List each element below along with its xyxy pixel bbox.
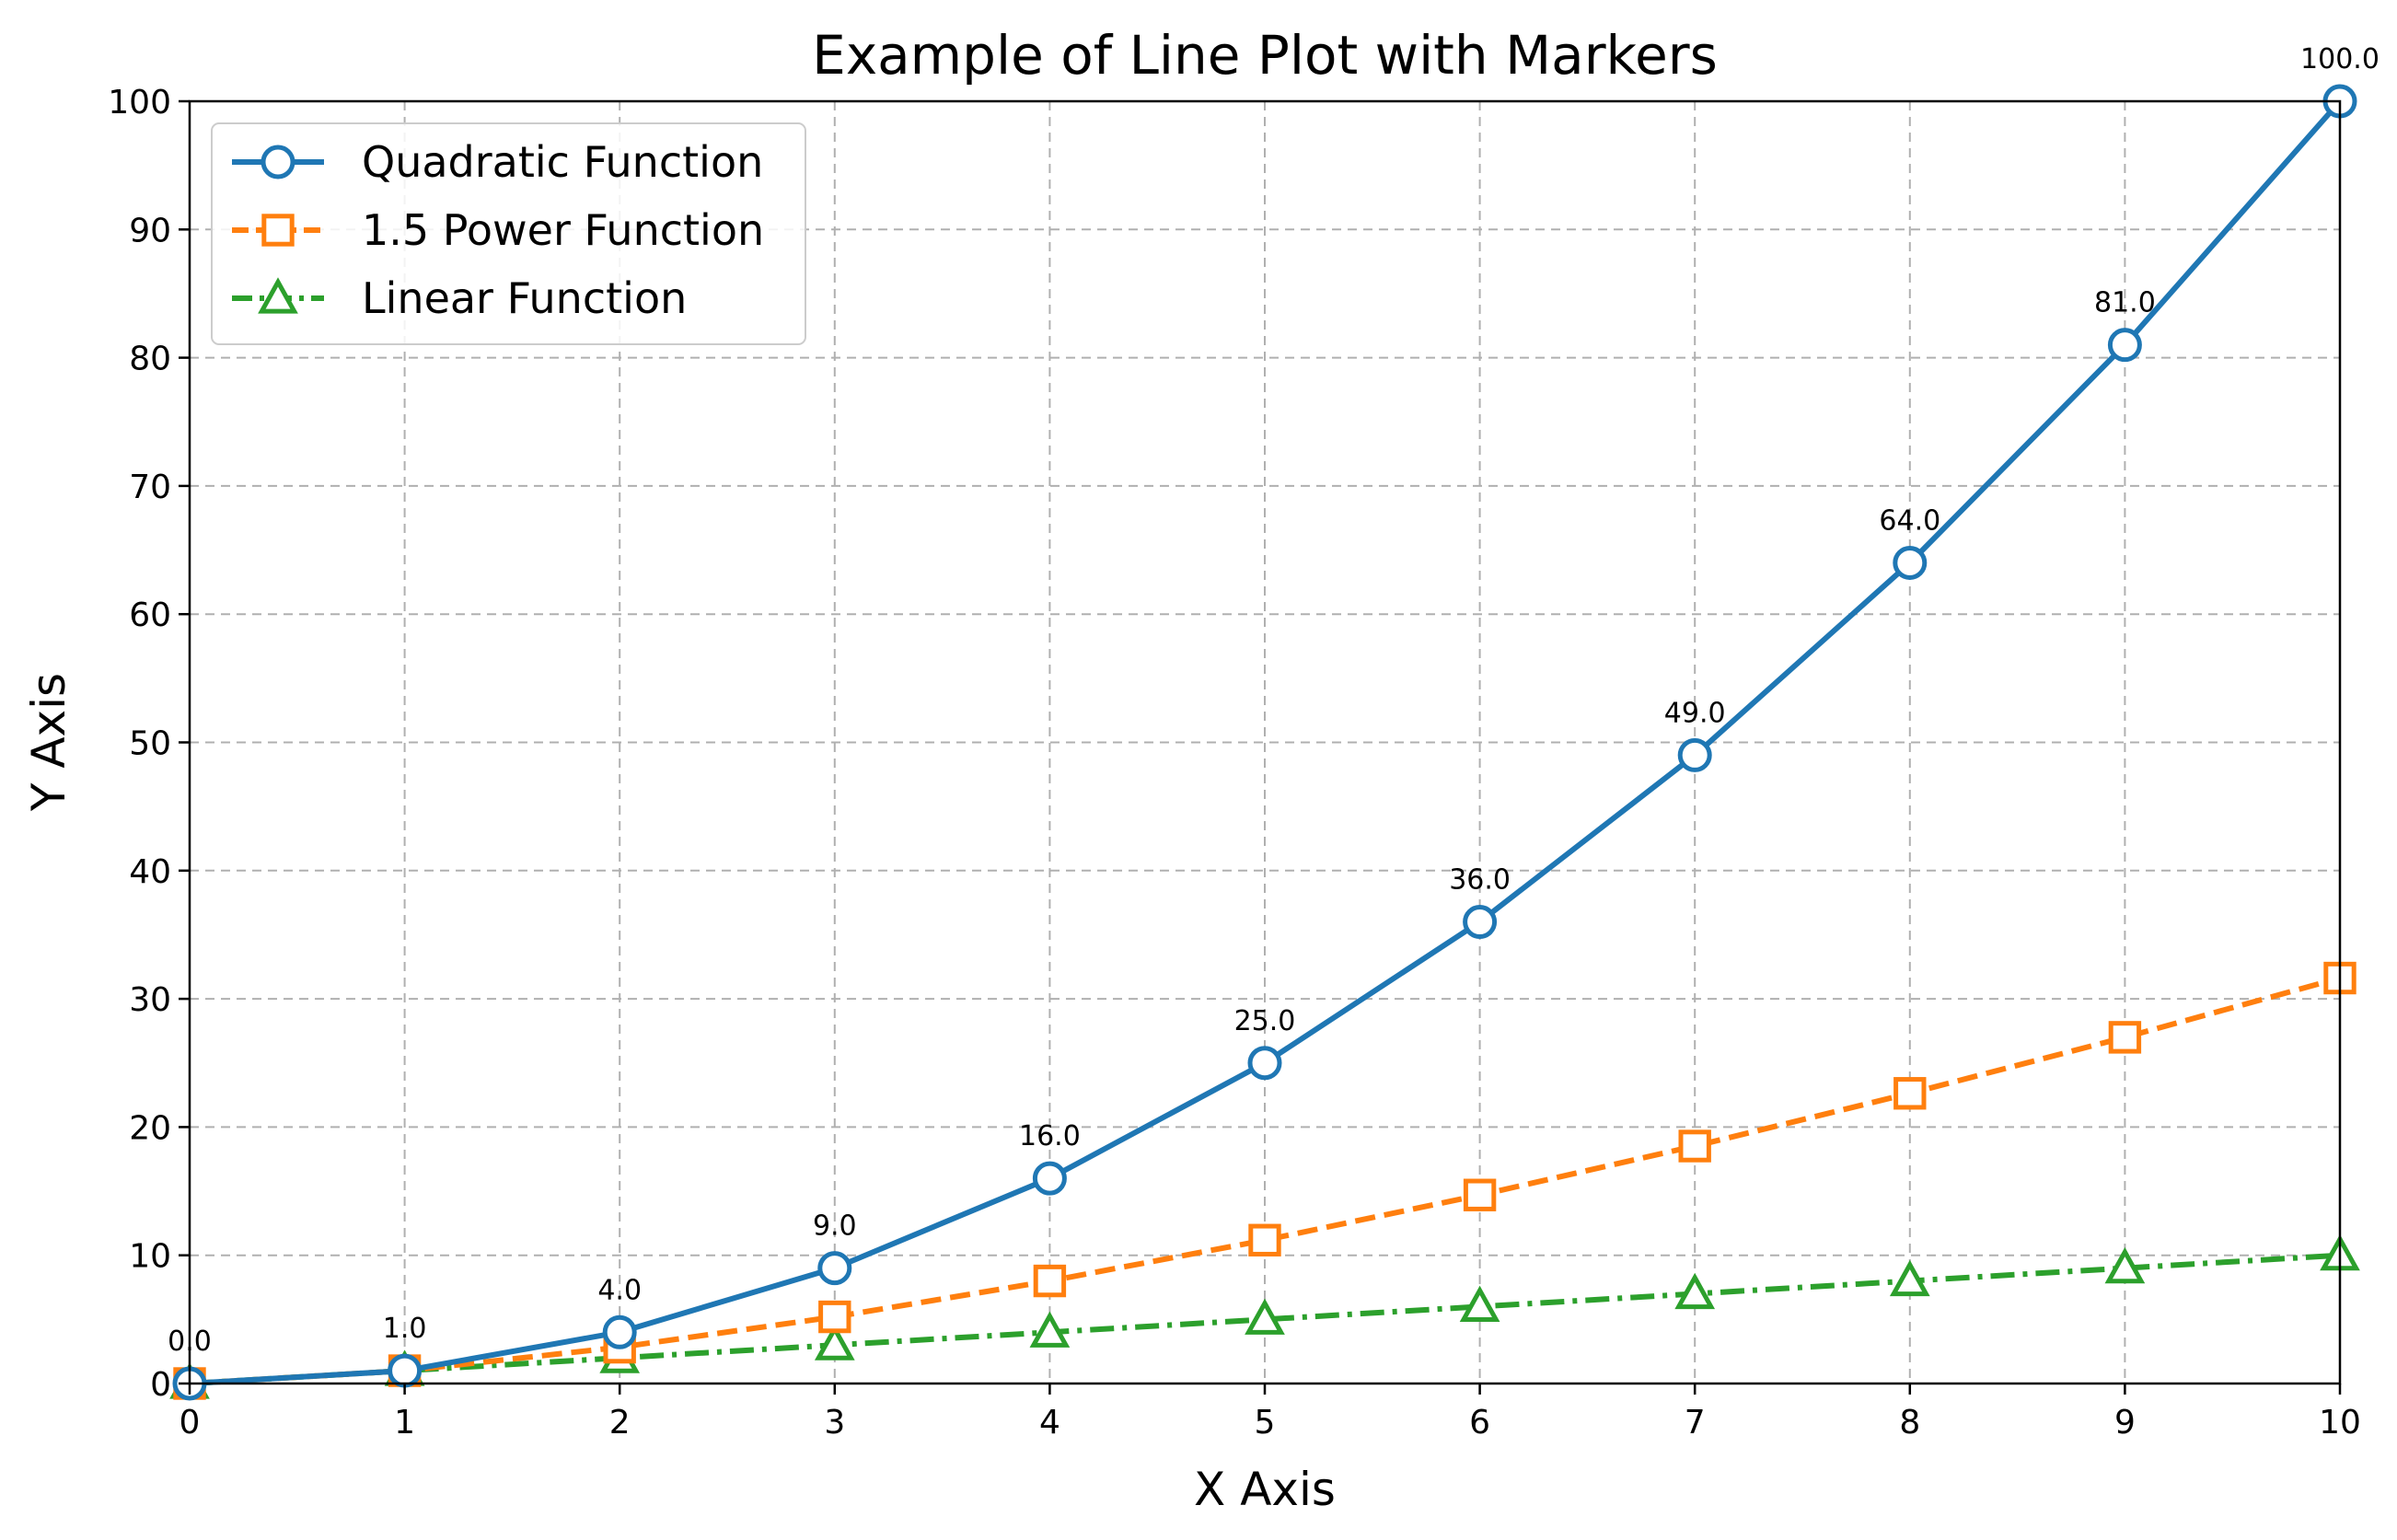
series-point [1032,1161,1067,1196]
x-tick-label: 6 [1469,1404,1490,1442]
series-point [1889,1259,1930,1297]
data-labels: 0.0 1.04.09.016.025.036.049.064.081.0100.… [168,43,2380,1358]
y-tick-label: 10 [129,1238,171,1276]
x-tick-label: 8 [1899,1404,1920,1442]
x-tick-label: 3 [824,1404,845,1442]
legend-item: Linear Function [232,273,687,323]
series-line [189,1252,2341,1386]
legend-label: Linear Function [362,273,687,323]
data-label: 49.0 [1664,697,1726,729]
x-tick-label: 7 [1685,1404,1706,1442]
chart-title: Example of Line Plot with Markers [812,24,1718,87]
x-tick-label: 2 [609,1404,631,1442]
y-axis-label: Y Axis [22,673,75,812]
legend-item: Quadratic Function [232,137,763,187]
y-tick-label: 0 [150,1366,171,1404]
series-point [1677,737,1712,772]
data-label: 4.0 [597,1274,642,1306]
series-point [602,1314,637,1349]
plot-series [169,84,2360,1401]
series-point [1893,545,1928,580]
data-label: 36.0 [1449,864,1511,897]
series-point [1678,1129,1711,1163]
legend-box [211,122,806,345]
data-label: 81.0 [2094,287,2156,319]
series-point [818,1300,851,1334]
series-point [1245,1298,1285,1335]
y-tick-label: 70 [129,469,171,506]
y-tick-label: 40 [129,853,171,891]
x-tick-label: 9 [2114,1404,2136,1442]
series-point [388,1353,423,1388]
y-tick-label: 90 [129,212,171,249]
data-label: 100.0 [2300,43,2380,75]
legend-label: Quadratic Function [362,137,763,187]
data-label: 25.0 [1234,1005,1296,1037]
series-point [2107,328,2142,363]
x-axis-label: X Axis [1194,1463,1336,1516]
series-point [1893,1077,1927,1110]
data-label: 16.0 [1019,1120,1081,1152]
data-label: 9.0 [813,1210,857,1243]
legend-marker [261,214,295,247]
series-point [1247,1046,1282,1081]
series-point [814,1324,855,1361]
y-tick-label: 80 [129,341,171,378]
series-point [1459,1285,1500,1322]
series-point [1248,1223,1281,1256]
series-point [1674,1272,1716,1310]
series-point [1463,905,1498,940]
legend: Quadratic Function 1.5 Power Function Line… [211,122,806,345]
series-0 [172,84,2357,1401]
series-2 [169,1233,2360,1399]
y-tick-label: 60 [129,596,171,634]
series-point [1029,1311,1071,1348]
legend-marker [258,277,298,314]
legend-marker [261,145,295,179]
x-tick-label: 10 [2319,1404,2361,1442]
series-point [1463,1178,1497,1211]
y-tick-label: 30 [129,981,171,1019]
y-tick-label: 50 [129,725,171,763]
x-tick-label: 5 [1255,1404,1276,1442]
series-point [1033,1264,1067,1298]
x-tick-label: 4 [1039,1404,1060,1442]
legend-item: 1.5 Power Function [232,205,764,255]
series-point [2104,1246,2146,1284]
x-tick-label: 1 [394,1404,415,1442]
data-label: 64.0 [1879,504,1940,537]
legend-label: 1.5 Power Function [362,205,764,255]
series-point [817,1251,852,1286]
series-line [189,975,2341,1386]
data-label: 1.0 [383,1313,427,1345]
y-tick-label: 100 [108,84,171,122]
series-point [2108,1021,2142,1054]
x-tick-label: 0 [179,1404,201,1442]
y-tick-label: 20 [129,1109,171,1147]
